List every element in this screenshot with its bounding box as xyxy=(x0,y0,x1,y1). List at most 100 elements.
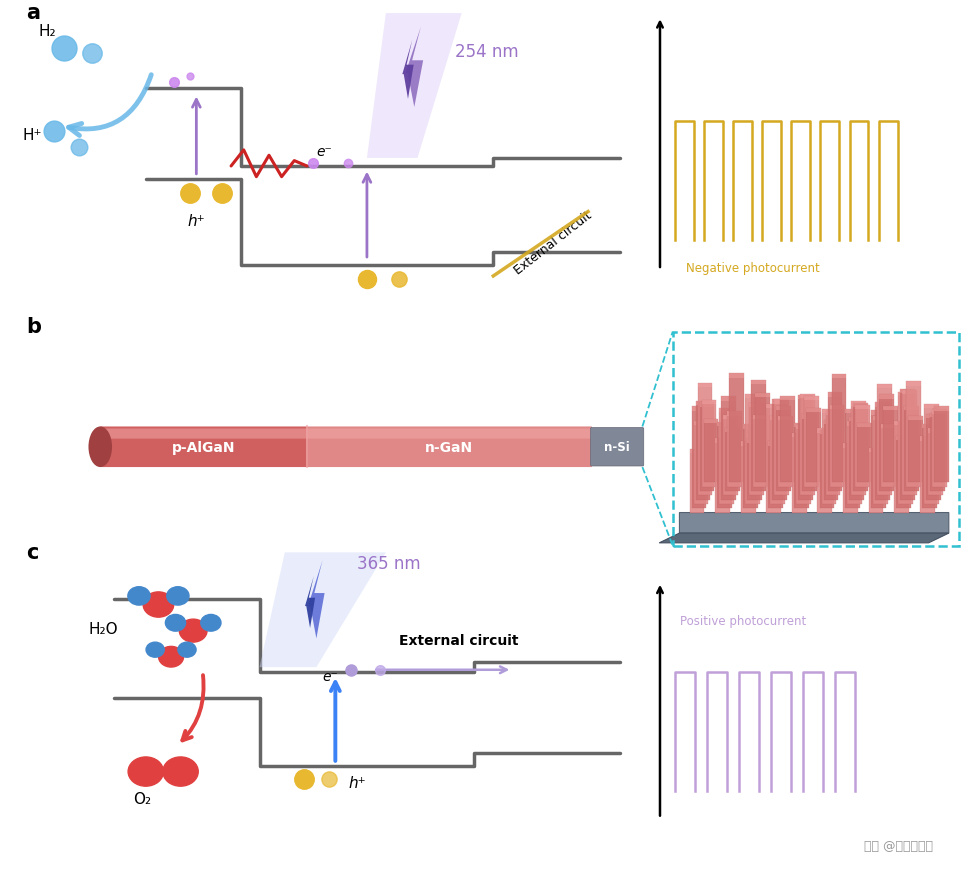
Polygon shape xyxy=(794,423,809,428)
Polygon shape xyxy=(721,397,736,401)
Polygon shape xyxy=(851,401,866,406)
Polygon shape xyxy=(691,407,707,508)
Text: 365 nm: 365 nm xyxy=(358,554,421,573)
Polygon shape xyxy=(741,442,755,513)
Polygon shape xyxy=(800,395,815,495)
Polygon shape xyxy=(850,417,864,421)
Text: External circuit: External circuit xyxy=(512,209,595,277)
Polygon shape xyxy=(823,421,839,425)
Text: b: b xyxy=(26,316,41,336)
Polygon shape xyxy=(746,439,762,500)
Polygon shape xyxy=(743,425,757,429)
Polygon shape xyxy=(906,382,921,387)
Polygon shape xyxy=(894,421,909,426)
Polygon shape xyxy=(715,439,730,443)
Polygon shape xyxy=(768,442,783,447)
Polygon shape xyxy=(775,400,789,495)
Polygon shape xyxy=(260,553,386,667)
Polygon shape xyxy=(909,416,923,421)
FancyBboxPatch shape xyxy=(100,429,592,439)
Polygon shape xyxy=(766,404,781,513)
Polygon shape xyxy=(898,393,913,397)
Polygon shape xyxy=(729,374,745,378)
Polygon shape xyxy=(698,383,712,388)
Polygon shape xyxy=(715,439,730,513)
Polygon shape xyxy=(845,409,860,508)
Polygon shape xyxy=(700,402,714,491)
Polygon shape xyxy=(900,389,916,500)
Polygon shape xyxy=(689,449,705,513)
Polygon shape xyxy=(832,375,847,379)
FancyBboxPatch shape xyxy=(100,427,307,468)
Polygon shape xyxy=(405,28,423,108)
Polygon shape xyxy=(921,424,937,508)
Circle shape xyxy=(167,587,189,606)
Polygon shape xyxy=(659,534,949,543)
Polygon shape xyxy=(804,396,818,401)
Polygon shape xyxy=(904,407,920,411)
Polygon shape xyxy=(853,403,868,491)
Polygon shape xyxy=(698,383,712,495)
Polygon shape xyxy=(869,448,884,513)
Polygon shape xyxy=(691,407,707,411)
Polygon shape xyxy=(802,415,816,419)
Polygon shape xyxy=(721,397,736,500)
Polygon shape xyxy=(748,404,764,495)
Polygon shape xyxy=(781,396,795,482)
Text: e⁻: e⁻ xyxy=(317,145,332,159)
Polygon shape xyxy=(900,389,916,394)
Polygon shape xyxy=(700,402,714,407)
Polygon shape xyxy=(830,405,845,409)
Polygon shape xyxy=(855,405,870,487)
Polygon shape xyxy=(727,412,742,487)
Text: External circuit: External circuit xyxy=(399,633,518,647)
Polygon shape xyxy=(928,428,943,495)
Polygon shape xyxy=(719,408,734,504)
Polygon shape xyxy=(817,429,832,434)
Polygon shape xyxy=(883,407,897,482)
Polygon shape xyxy=(848,422,862,427)
Polygon shape xyxy=(766,404,781,408)
Circle shape xyxy=(165,614,186,632)
FancyBboxPatch shape xyxy=(679,513,949,534)
Text: h⁺: h⁺ xyxy=(188,214,205,229)
Polygon shape xyxy=(932,410,947,415)
Polygon shape xyxy=(924,405,939,504)
Polygon shape xyxy=(800,395,815,399)
Polygon shape xyxy=(930,414,945,418)
Polygon shape xyxy=(773,400,787,500)
Polygon shape xyxy=(930,414,945,491)
Polygon shape xyxy=(851,401,866,495)
Polygon shape xyxy=(745,395,759,504)
Polygon shape xyxy=(753,415,768,420)
Polygon shape xyxy=(725,428,740,491)
Text: Negative photocurrent: Negative photocurrent xyxy=(686,262,820,275)
Text: 头条 @科协返边事: 头条 @科协返边事 xyxy=(864,839,933,852)
Polygon shape xyxy=(921,424,937,428)
Text: n-GaN: n-GaN xyxy=(425,441,473,454)
Polygon shape xyxy=(879,395,893,399)
Polygon shape xyxy=(750,381,766,385)
Polygon shape xyxy=(877,384,891,388)
Polygon shape xyxy=(934,407,949,482)
Polygon shape xyxy=(755,394,770,398)
Circle shape xyxy=(178,642,196,658)
Polygon shape xyxy=(798,395,813,400)
Polygon shape xyxy=(857,423,872,428)
Polygon shape xyxy=(725,428,740,433)
Polygon shape xyxy=(879,395,893,491)
Polygon shape xyxy=(689,449,705,454)
Polygon shape xyxy=(768,442,783,508)
FancyArrowPatch shape xyxy=(69,76,152,136)
Polygon shape xyxy=(845,409,860,414)
Text: 254 nm: 254 nm xyxy=(455,43,519,61)
Text: H⁺: H⁺ xyxy=(22,128,42,143)
Polygon shape xyxy=(802,415,816,491)
Polygon shape xyxy=(723,415,738,495)
Polygon shape xyxy=(794,423,809,508)
Polygon shape xyxy=(729,374,745,482)
Polygon shape xyxy=(750,381,766,491)
Polygon shape xyxy=(771,416,785,504)
Circle shape xyxy=(146,642,164,658)
Polygon shape xyxy=(896,436,911,508)
